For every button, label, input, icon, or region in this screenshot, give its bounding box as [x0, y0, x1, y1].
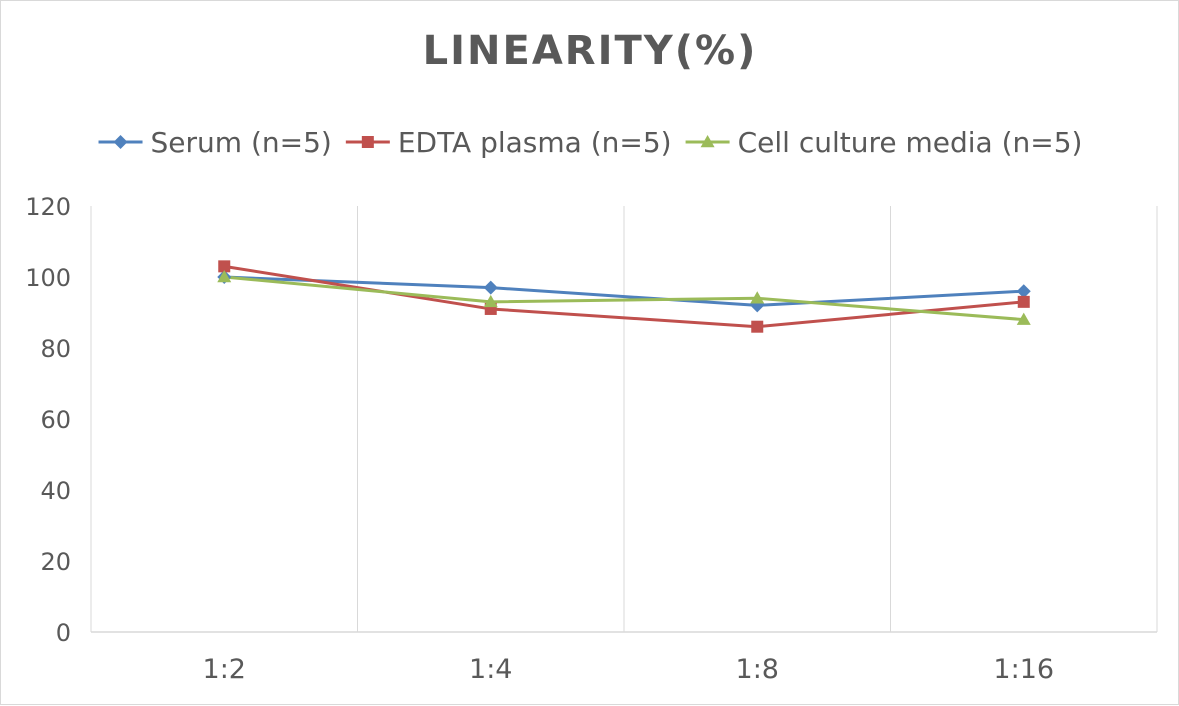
- gridlines: [90, 206, 1158, 632]
- series-lines: [224, 264, 1024, 329]
- x-tick-label: 1:4: [469, 654, 512, 685]
- series-1-point: [1017, 295, 1030, 308]
- legend-label: Serum (n=5): [151, 126, 332, 159]
- x-tick-label: 1:8: [736, 654, 779, 685]
- y-tick-label: 120: [25, 193, 71, 221]
- series-2-point: [483, 294, 498, 308]
- chart-title: LINEARITY(%): [423, 28, 758, 74]
- series-0-point: [483, 280, 498, 295]
- legend-item-0: Serum (n=5): [98, 126, 332, 159]
- series-2-point: [217, 270, 232, 283]
- y-tick-label: 100: [25, 264, 71, 292]
- x-axis-tick-labels: 1:2 1:4 1:8 1:16: [203, 654, 1055, 685]
- legend-label: EDTA plasma (n=5): [398, 126, 672, 159]
- x-tick-label: 1:2: [203, 654, 246, 685]
- y-tick-label: 20: [40, 548, 71, 576]
- y-tick-label: 60: [40, 406, 71, 434]
- y-axis-tick-labels: 0 20 40 60 80 100 120: [25, 193, 71, 647]
- y-tick-label: 40: [40, 477, 71, 505]
- series-0-point: [1016, 284, 1031, 299]
- series-2-point: [750, 291, 765, 304]
- series-line-2: [224, 275, 1024, 322]
- y-tick-label: 0: [56, 619, 71, 647]
- legend-label: Cell culture media (n=5): [738, 126, 1083, 159]
- series-markers: [217, 260, 1031, 333]
- x-tick-label: 1:16: [993, 654, 1054, 685]
- y-tick-label: 80: [40, 335, 71, 363]
- legend-item-2: Cell culture media (n=5): [685, 126, 1083, 159]
- series-line-0: [224, 275, 1024, 307]
- legend: Serum (n=5) EDTA plasma (n=5) Cell culture…: [98, 126, 1083, 159]
- legend-marker: [113, 135, 128, 149]
- legend-marker: [361, 136, 374, 148]
- series-1-point: [218, 260, 231, 273]
- series-line-1: [224, 264, 1024, 329]
- series-1-point: [751, 320, 764, 333]
- legend-marker: [700, 135, 715, 148]
- series-2-point: [1016, 312, 1031, 325]
- legend-item-1: EDTA plasma (n=5): [345, 126, 672, 159]
